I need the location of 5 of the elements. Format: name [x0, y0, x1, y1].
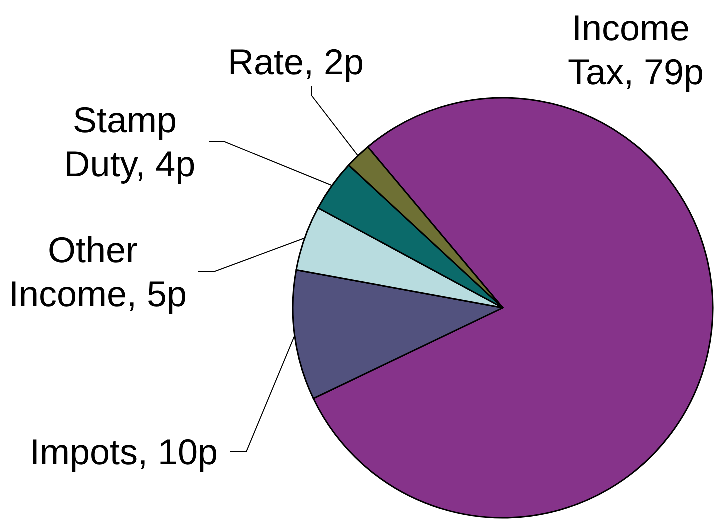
slice-label: Rate, 2p: [228, 42, 364, 82]
slice-label: Other Income, 5p: [8, 230, 188, 314]
slice-label: Income Tax, 79p: [568, 8, 704, 92]
slice-label: Stamp Duty, 4p: [64, 100, 196, 184]
slice-label: Impots, 10p: [30, 432, 218, 472]
